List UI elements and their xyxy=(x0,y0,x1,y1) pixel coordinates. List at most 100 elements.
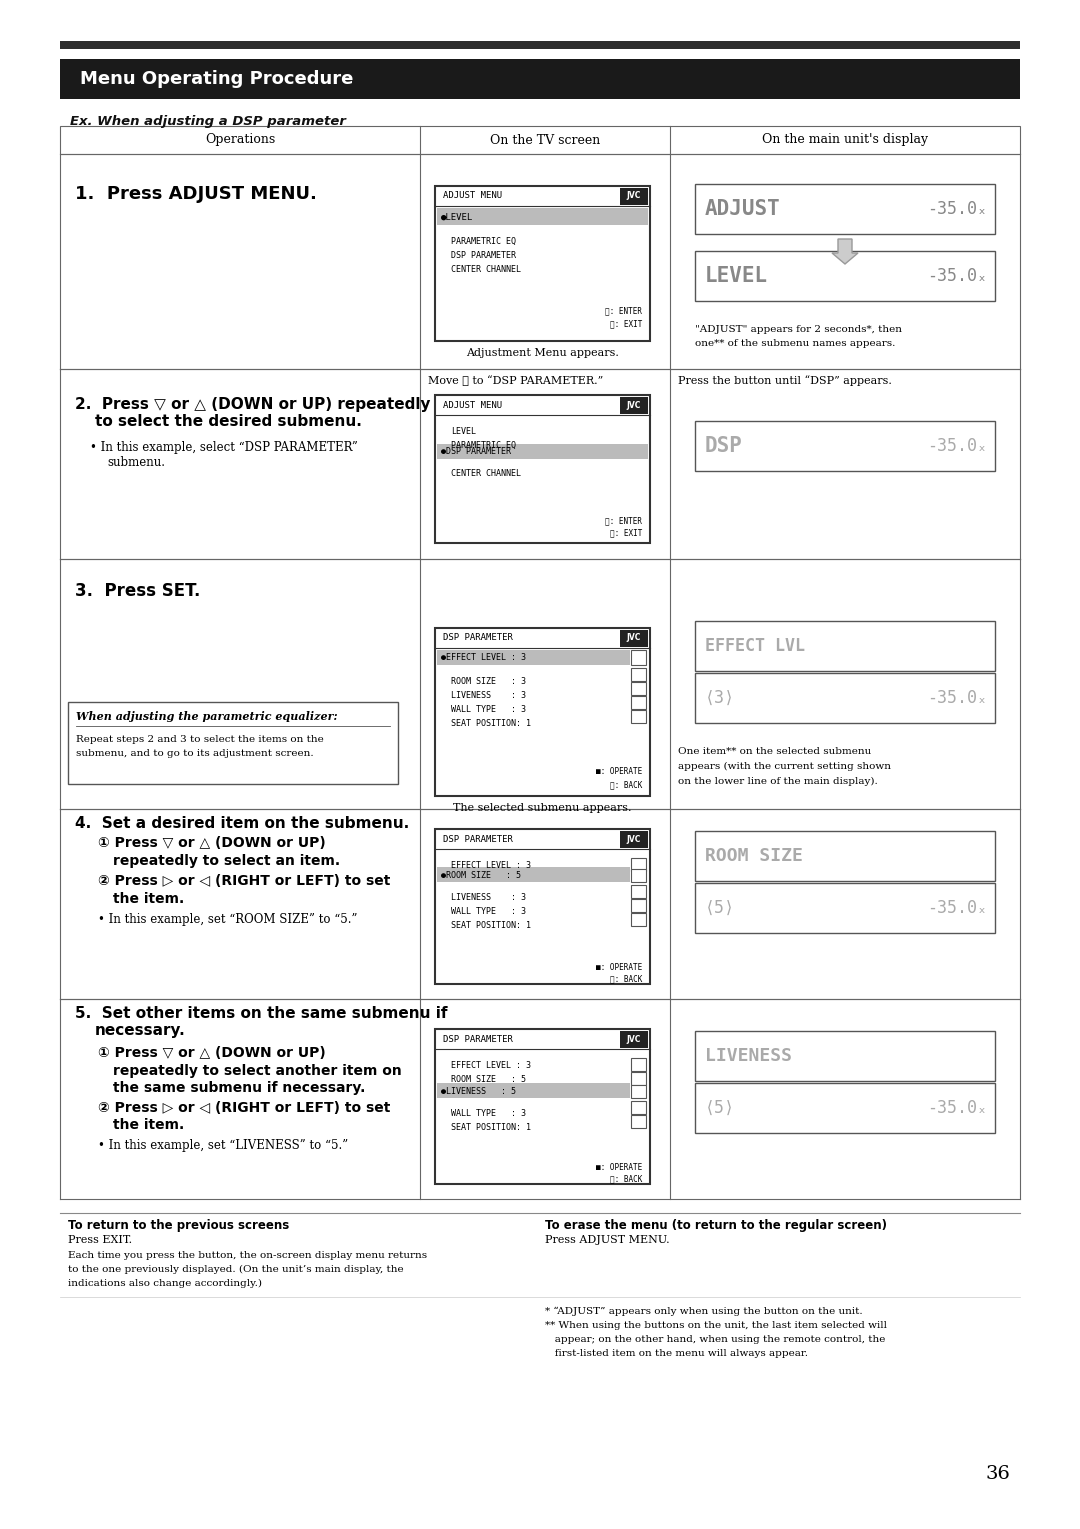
Text: Ⓢ: ENTER: Ⓢ: ENTER xyxy=(605,517,642,526)
Text: repeatedly to select another item on: repeatedly to select another item on xyxy=(113,1064,402,1078)
Text: appear; on the other hand, when using the remote control, the: appear; on the other hand, when using th… xyxy=(545,1335,886,1344)
Bar xyxy=(696,830,995,881)
Text: ●ROOM SIZE   : 5: ●ROOM SIZE : 5 xyxy=(441,870,521,879)
Text: necessary.: necessary. xyxy=(95,1023,186,1038)
Text: EFFECT LEVEL : 3: EFFECT LEVEL : 3 xyxy=(451,1061,531,1069)
Text: DSP: DSP xyxy=(705,436,743,456)
Text: ** When using the buttons on the unit, the last item selected will: ** When using the buttons on the unit, t… xyxy=(545,1321,887,1330)
Text: DSP PARAMETER: DSP PARAMETER xyxy=(443,1035,513,1043)
Bar xyxy=(631,1058,646,1070)
Text: ROOM SIZE: ROOM SIZE xyxy=(705,847,802,865)
Text: ⟨5⟩: ⟨5⟩ xyxy=(705,899,735,917)
Text: "ADJUST" appears for 2 seconds*, then: "ADJUST" appears for 2 seconds*, then xyxy=(696,324,902,333)
Bar xyxy=(60,60,1020,99)
Bar xyxy=(696,884,995,933)
Text: Ⓢ: ENTER: Ⓢ: ENTER xyxy=(605,306,642,315)
Bar xyxy=(631,1115,646,1128)
Text: ●DSP PARAMETER: ●DSP PARAMETER xyxy=(441,448,511,457)
Text: -35.0ₓ: -35.0ₓ xyxy=(927,437,987,456)
Text: the item.: the item. xyxy=(113,1118,185,1131)
Text: repeatedly to select an item.: repeatedly to select an item. xyxy=(113,855,340,868)
Text: -35.0ₓ: -35.0ₓ xyxy=(927,899,987,917)
Text: DSP PARAMETER: DSP PARAMETER xyxy=(443,835,513,844)
Text: ■: OPERATE: ■: OPERATE xyxy=(596,1164,642,1173)
Bar xyxy=(435,1029,650,1183)
Text: 3.  Press SET.: 3. Press SET. xyxy=(75,583,201,599)
Text: • In this example, set “ROOM SIZE” to “5.”: • In this example, set “ROOM SIZE” to “5… xyxy=(98,913,357,925)
Bar xyxy=(696,183,995,234)
Bar xyxy=(620,1031,648,1047)
Text: Ⓞ: BACK: Ⓞ: BACK xyxy=(609,780,642,789)
Bar xyxy=(620,398,648,414)
Bar xyxy=(696,621,995,671)
Bar xyxy=(696,420,995,471)
Text: Ⓞ: EXIT: Ⓞ: EXIT xyxy=(609,529,642,538)
Bar xyxy=(631,1101,646,1115)
Text: LIVENESS: LIVENESS xyxy=(705,1047,792,1066)
Text: on the lower line of the main display).: on the lower line of the main display). xyxy=(678,777,878,786)
Text: submenu, and to go to its adjustment screen.: submenu, and to go to its adjustment scr… xyxy=(76,749,313,758)
Text: one** of the submenu names appears.: one** of the submenu names appears. xyxy=(696,339,895,349)
Bar xyxy=(631,709,646,723)
Bar xyxy=(435,187,650,341)
Text: to select the desired submenu.: to select the desired submenu. xyxy=(95,414,362,430)
Text: When adjusting the parametric equalizer:: When adjusting the parametric equalizer: xyxy=(76,711,338,723)
Bar xyxy=(631,696,646,709)
Text: JVC: JVC xyxy=(626,633,642,642)
Bar xyxy=(437,208,648,225)
Text: Press the button until “DSP” appears.: Press the button until “DSP” appears. xyxy=(678,376,892,387)
Bar xyxy=(437,1083,630,1098)
Text: WALL TYPE   : 3: WALL TYPE : 3 xyxy=(451,705,526,714)
Text: 2.  Press ▽ or △ (DOWN or UP) repeatedly: 2. Press ▽ or △ (DOWN or UP) repeatedly xyxy=(75,396,431,411)
Bar xyxy=(60,125,1020,154)
Bar xyxy=(696,251,995,301)
Text: ■: OPERATE: ■: OPERATE xyxy=(596,768,642,777)
Text: • In this example, set “LIVENESS” to “5.”: • In this example, set “LIVENESS” to “5.… xyxy=(98,1139,348,1151)
Bar xyxy=(620,830,648,849)
Text: to the one previously displayed. (On the unit’s main display, the: to the one previously displayed. (On the… xyxy=(68,1264,404,1274)
Text: DSP PARAMETER: DSP PARAMETER xyxy=(451,251,516,260)
Text: ② Press ▷ or ◁ (RIGHT or LEFT) to set: ② Press ▷ or ◁ (RIGHT or LEFT) to set xyxy=(98,1101,390,1115)
Bar xyxy=(631,913,646,927)
Text: The selected submenu appears.: The selected submenu appears. xyxy=(454,803,632,813)
Text: Each time you press the button, the on-screen display menu returns: Each time you press the button, the on-s… xyxy=(68,1251,427,1260)
Bar xyxy=(437,867,630,882)
Text: * “ADJUST” appears only when using the button on the unit.: * “ADJUST” appears only when using the b… xyxy=(545,1306,863,1315)
Bar xyxy=(631,682,646,696)
Text: CENTER CHANNEL: CENTER CHANNEL xyxy=(451,265,521,274)
Bar xyxy=(60,41,1020,49)
Text: PARAMETRIC EQ: PARAMETRIC EQ xyxy=(451,440,516,450)
Text: Ex. When adjusting a DSP parameter: Ex. When adjusting a DSP parameter xyxy=(70,115,346,127)
Bar xyxy=(435,394,650,543)
Text: 36: 36 xyxy=(985,1465,1010,1483)
Text: CENTER CHANNEL: CENTER CHANNEL xyxy=(451,468,521,477)
Text: ●EFFECT LEVEL : 3: ●EFFECT LEVEL : 3 xyxy=(441,653,526,662)
Bar xyxy=(631,650,646,665)
Text: ADJUST MENU: ADJUST MENU xyxy=(443,401,502,410)
Bar xyxy=(696,673,995,723)
Text: Press ADJUST MENU.: Press ADJUST MENU. xyxy=(545,1235,670,1245)
Bar xyxy=(696,1083,995,1133)
Text: ROOM SIZE   : 3: ROOM SIZE : 3 xyxy=(451,676,526,685)
Bar xyxy=(68,702,399,784)
Text: EFFECT LEVEL : 3: EFFECT LEVEL : 3 xyxy=(451,861,531,870)
Text: Adjustment Menu appears.: Adjustment Menu appears. xyxy=(467,349,619,358)
Text: 5.  Set other items on the same submenu if: 5. Set other items on the same submenu i… xyxy=(75,1006,447,1020)
Text: ① Press ▽ or △ (DOWN or UP): ① Press ▽ or △ (DOWN or UP) xyxy=(98,836,326,850)
Text: One item** on the selected submenu: One item** on the selected submenu xyxy=(678,746,872,755)
Text: LIVENESS    : 3: LIVENESS : 3 xyxy=(451,893,526,902)
Text: ① Press ▽ or △ (DOWN or UP): ① Press ▽ or △ (DOWN or UP) xyxy=(98,1046,326,1060)
Text: JVC: JVC xyxy=(626,835,642,844)
Text: ⟨5⟩: ⟨5⟩ xyxy=(705,1099,735,1118)
Text: LIVENESS    : 3: LIVENESS : 3 xyxy=(451,691,526,699)
Text: Ⓞ: EXIT: Ⓞ: EXIT xyxy=(609,320,642,329)
Text: ●LEVEL: ●LEVEL xyxy=(441,213,473,222)
Bar xyxy=(437,443,648,459)
Text: 4.  Set a desired item on the submenu.: 4. Set a desired item on the submenu. xyxy=(75,815,409,830)
Text: ADJUST: ADJUST xyxy=(705,199,781,219)
Text: SEAT POSITION: 1: SEAT POSITION: 1 xyxy=(451,922,531,931)
Text: JVC: JVC xyxy=(626,1035,642,1043)
Text: To erase the menu (to return to the regular screen): To erase the menu (to return to the regu… xyxy=(545,1219,887,1231)
Text: JVC: JVC xyxy=(626,401,642,410)
Text: 1.  Press ADJUST MENU.: 1. Press ADJUST MENU. xyxy=(75,185,316,203)
